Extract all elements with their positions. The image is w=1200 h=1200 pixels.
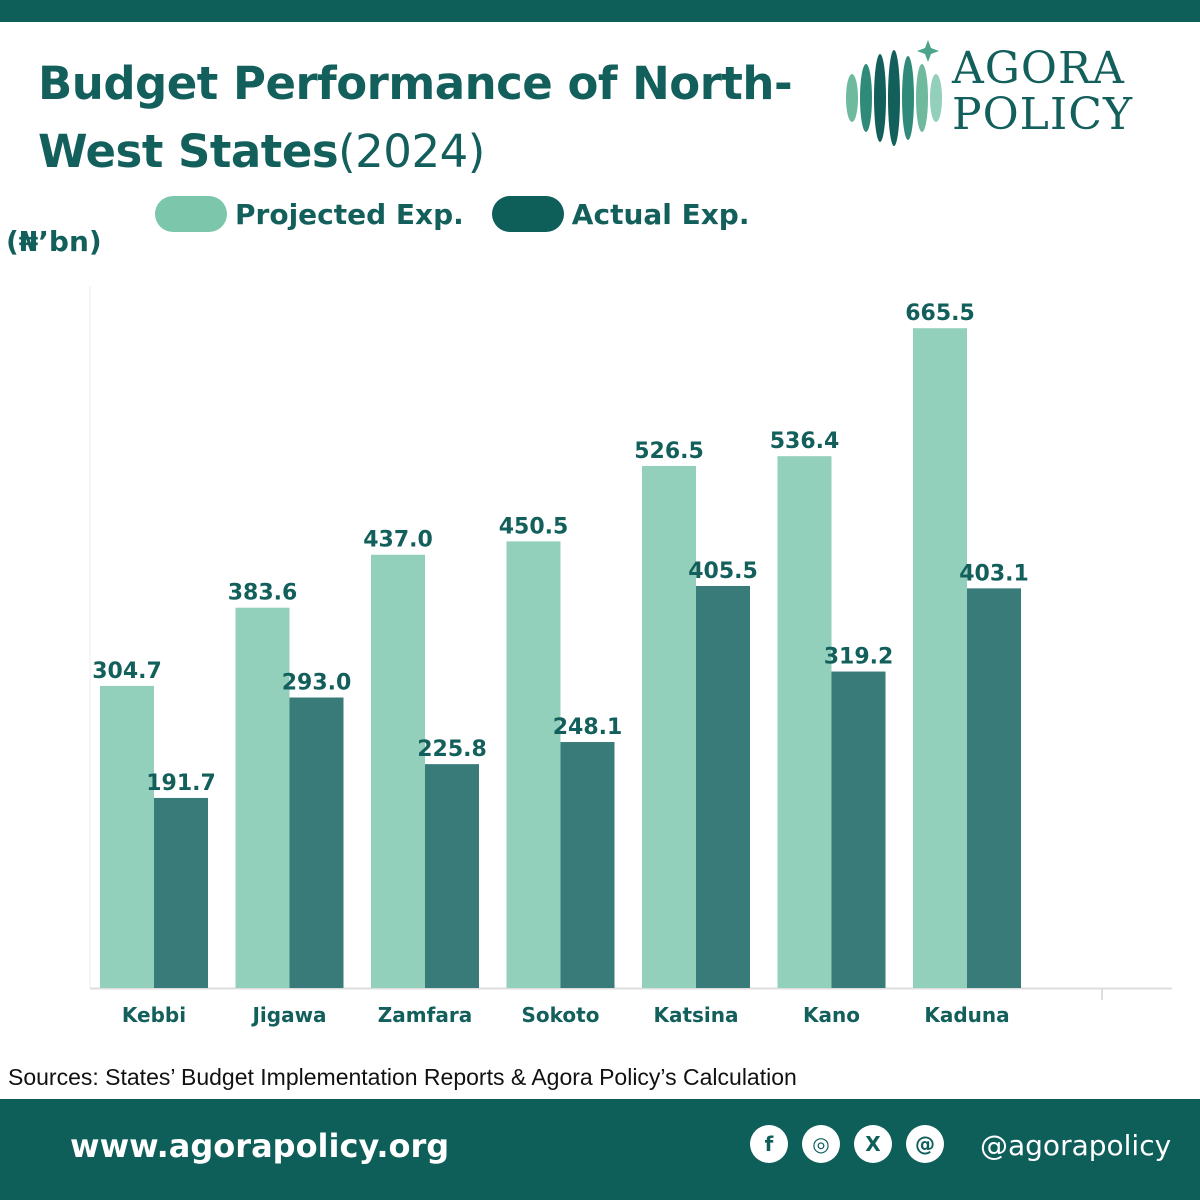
bar-projected-jigawa	[235, 607, 290, 988]
data-label-projected-jigawa: 383.6	[228, 581, 298, 606]
bar-projected-zamfara	[371, 554, 425, 988]
data-label-actual-zamfara: 225.8	[417, 737, 487, 762]
data-label-projected-katsina: 526.5	[634, 439, 704, 464]
data-label-projected-kano: 536.4	[770, 429, 840, 454]
y-axis-unit-label: (₦’bn)	[6, 225, 102, 258]
instagram-icon[interactable]: ◎	[802, 1125, 840, 1163]
logo-line-1: AGORA	[952, 43, 1125, 94]
bar-projected-katsina	[642, 466, 696, 988]
bar-actual-jigawa	[289, 697, 344, 988]
page-title: Budget Performance of North-West States(…	[38, 50, 818, 186]
title-year: (2024)	[338, 125, 485, 178]
bar-actual-kebbi	[154, 797, 208, 988]
legend-label-actual: Actual Exp.	[571, 197, 750, 231]
bar-actual-kano	[831, 671, 886, 988]
data-label-actual-kebbi: 191.7	[146, 771, 216, 796]
x-tick-label-kano: Kano	[803, 1003, 860, 1027]
source-note: Sources: States’ Budget Implementation R…	[8, 1064, 797, 1090]
bar-actual-zamfara	[425, 764, 479, 988]
data-label-projected-zamfara: 437.0	[363, 528, 433, 553]
legend-label-projected: Projected Exp.	[235, 197, 464, 231]
data-label-actual-katsina: 405.5	[688, 559, 758, 584]
bar-actual-sokoto	[560, 742, 615, 988]
legend-swatch-actual	[491, 196, 564, 232]
x-tick-label-kebbi: Kebbi	[122, 1003, 186, 1027]
data-label-actual-jigawa: 293.0	[282, 671, 352, 696]
logo-text: AGORA POLICY	[952, 46, 1133, 138]
legend-item-projected: Projected Exp.	[155, 196, 464, 232]
logo-line-2: POLICY	[952, 89, 1133, 140]
legend-item-actual: Actual Exp.	[491, 196, 750, 232]
threads-icon[interactable]: @	[906, 1125, 944, 1163]
footer-bar: www.agorapolicy.org f ◎ X @ @agorapolicy	[0, 1099, 1200, 1200]
data-label-projected-kebbi: 304.7	[92, 659, 162, 684]
x-tick-label-sokoto: Sokoto	[522, 1003, 600, 1027]
x-tick-label-katsina: Katsina	[653, 1003, 738, 1027]
social-handle[interactable]: @agorapolicy	[980, 1129, 1172, 1162]
data-label-actual-kaduna: 403.1	[959, 561, 1029, 586]
title-main: Budget Performance of North-West States	[38, 57, 793, 178]
website-link[interactable]: www.agorapolicy.org	[70, 1127, 450, 1165]
agora-policy-logo: AGORA POLICY	[840, 38, 1160, 148]
social-icons: f ◎ X @	[750, 1125, 958, 1163]
x-tick-label-kaduna: Kaduna	[924, 1003, 1009, 1027]
x-icon[interactable]: X	[854, 1125, 892, 1163]
data-label-actual-kano: 319.2	[824, 645, 894, 670]
bar-actual-kaduna	[967, 588, 1021, 988]
top-accent-bar	[0, 0, 1200, 22]
bar-projected-kano	[777, 456, 832, 988]
bar-actual-katsina	[696, 585, 750, 988]
legend-swatch-projected	[155, 196, 227, 232]
logo-mark-icon	[846, 40, 942, 146]
chart-legend: Projected Exp. Actual Exp.	[155, 192, 778, 236]
facebook-icon[interactable]: f	[750, 1125, 788, 1163]
data-label-actual-sokoto: 248.1	[553, 715, 623, 740]
data-label-projected-sokoto: 450.5	[499, 514, 569, 539]
x-tick-label-jigawa: Jigawa	[250, 1003, 326, 1027]
x-tick-label-zamfara: Zamfara	[378, 1003, 472, 1027]
data-label-projected-kaduna: 665.5	[905, 301, 975, 326]
bar-projected-kebbi	[100, 685, 154, 988]
bar-chart: 304.7 191.7 Kebbi 383.6 293.0 Jigawa 437.0 225.…	[89, 286, 1172, 1027]
bar-projected-sokoto	[506, 541, 561, 988]
bar-projected-kaduna	[913, 328, 967, 988]
